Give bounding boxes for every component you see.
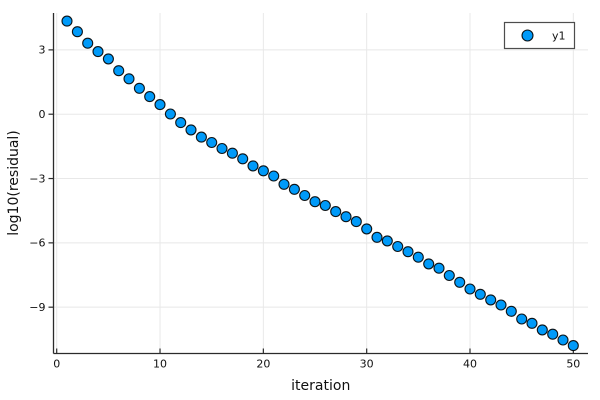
data-point [350,216,362,228]
data-point [268,170,280,182]
data-point [154,99,166,111]
data-point [102,53,114,65]
y-tick-label: −6 [29,237,45,250]
data-point [123,73,135,85]
data-points-series-y1 [61,15,579,352]
x-tick-label: 50 [566,358,580,371]
data-point [361,223,373,235]
grid-lines [53,13,588,354]
data-point [381,235,393,247]
data-point [340,211,352,223]
data-point [464,283,476,295]
data-point [526,317,538,329]
data-point [299,189,311,202]
data-point [495,299,507,311]
data-point [330,206,342,218]
data-point [82,37,94,49]
data-point [113,65,125,77]
data-point [505,305,517,317]
data-point [423,258,435,270]
legend-box [503,21,576,50]
tick-marks [48,49,574,354]
x-tick-label: 10 [153,358,167,371]
y-tick-labels: 3 0 −3 −6 −9 [29,44,45,314]
y-tick-label: −9 [29,301,45,314]
data-point [216,142,228,155]
data-point [443,269,455,282]
data-point [185,124,197,136]
data-point [206,136,218,149]
data-point [371,231,383,243]
data-point [278,178,290,190]
data-point [485,294,497,306]
data-point [454,276,466,288]
data-point [516,313,528,325]
x-tick-label: 0 [53,358,60,371]
data-point [402,246,414,258]
data-point [237,153,249,165]
data-point [164,108,176,120]
x-tick-label: 30 [360,358,374,371]
data-point [257,165,269,177]
data-point [61,15,73,27]
data-point [133,82,145,94]
data-point [474,288,486,300]
y-axis-label: log10(residual) [6,130,22,236]
x-axis-label: iteration [291,378,350,394]
data-point [567,340,579,352]
data-point [536,324,548,336]
data-point [309,196,321,208]
x-tick-label: 20 [256,358,270,371]
legend-marker-icon [521,29,534,42]
data-point [412,251,424,263]
x-tick-label: 40 [463,358,477,371]
data-point [71,26,83,38]
axis-spines [52,13,588,355]
legend-label: y1 [552,30,566,43]
data-point [557,334,569,346]
data-point [226,147,238,159]
legend: y1 [503,21,576,50]
data-point [392,240,404,253]
y-tick-label: −3 [29,172,45,185]
data-point [433,262,445,274]
data-point [144,91,156,103]
data-point [195,131,207,143]
data-point [92,46,104,58]
x-tick-labels: 0 10 20 30 40 50 [53,358,580,371]
data-point [547,328,559,340]
y-tick-label: 0 [39,108,46,121]
data-point [288,183,300,195]
y-tick-label: 3 [39,44,46,57]
data-point [247,160,259,172]
data-point [319,199,331,212]
data-point [175,117,187,129]
